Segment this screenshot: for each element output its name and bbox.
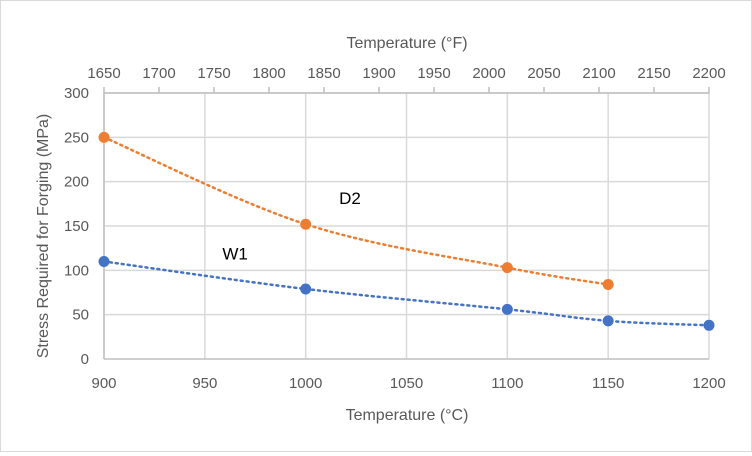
series-d2 <box>98 131 614 291</box>
series-w1 <box>98 255 715 331</box>
series-line-d2 <box>102 136 610 286</box>
x2-tick-label: 2000 <box>472 65 505 82</box>
y-tick-labels: 0 50 100 150 200 250 300 <box>64 85 89 368</box>
y-tick-label: 300 <box>64 85 89 102</box>
y-tick-label: 100 <box>64 262 89 279</box>
gridlines <box>103 92 710 359</box>
x-tick-label: 950 <box>192 375 217 392</box>
x2-tick-label: 2050 <box>527 65 560 82</box>
series-label-w1: W1 <box>222 245 248 264</box>
annotations: D2 W1 <box>222 189 361 264</box>
y-axis-title: Stress Required for Forging (MPa) <box>35 114 52 359</box>
x2-tick-label: 1700 <box>142 65 175 82</box>
y-tick-label: 250 <box>64 129 89 146</box>
x-tick-label: 1100 <box>491 375 523 392</box>
x-tick-labels: 900 950 1000 1050 1100 1150 1200 <box>91 375 725 392</box>
series-group <box>98 131 715 331</box>
x-tick-label: 1150 <box>592 375 624 392</box>
series-label-d2: D2 <box>339 189 361 208</box>
x-tick-label: 1050 <box>390 375 423 392</box>
data-point-d2 <box>300 218 312 230</box>
x2-tick-label: 1650 <box>87 65 120 82</box>
x2-axis-title: Temperature (°F) <box>346 35 467 52</box>
y-tick-label: 200 <box>64 174 89 191</box>
x2-tick-label: 1950 <box>417 65 450 82</box>
x2-tick-label: 2150 <box>637 65 670 82</box>
data-point-w1 <box>98 255 110 267</box>
x-tick-label: 1000 <box>289 375 322 392</box>
y-tick-label: 50 <box>72 307 89 324</box>
x2-tick-label: 1800 <box>252 65 285 82</box>
y-tick-label: 150 <box>64 218 89 235</box>
data-point-d2 <box>602 279 614 291</box>
x2-tick-label: 1750 <box>197 65 230 82</box>
series-line-w1 <box>102 260 711 327</box>
data-point-w1 <box>602 315 614 327</box>
x-tick-label: 1200 <box>692 375 725 392</box>
y-tick-label: 0 <box>81 351 89 368</box>
x2-tick-labels: 1650 1700 1750 1800 1850 1900 1950 2000 2050 2100… <box>87 65 725 82</box>
x2-tick-label: 2200 <box>692 65 725 82</box>
x2-tick-label: 1900 <box>362 65 395 82</box>
data-point-d2 <box>98 131 110 143</box>
x2-tick-label: 1850 <box>307 65 340 82</box>
x-axis-title: Temperature (°C) <box>346 407 469 424</box>
data-point-w1 <box>300 283 312 295</box>
data-point-w1 <box>501 303 513 315</box>
data-point-d2 <box>501 262 513 274</box>
x2-tick-label: 2100 <box>582 65 615 82</box>
x-tick-label: 900 <box>91 375 116 392</box>
data-point-w1 <box>703 319 715 331</box>
